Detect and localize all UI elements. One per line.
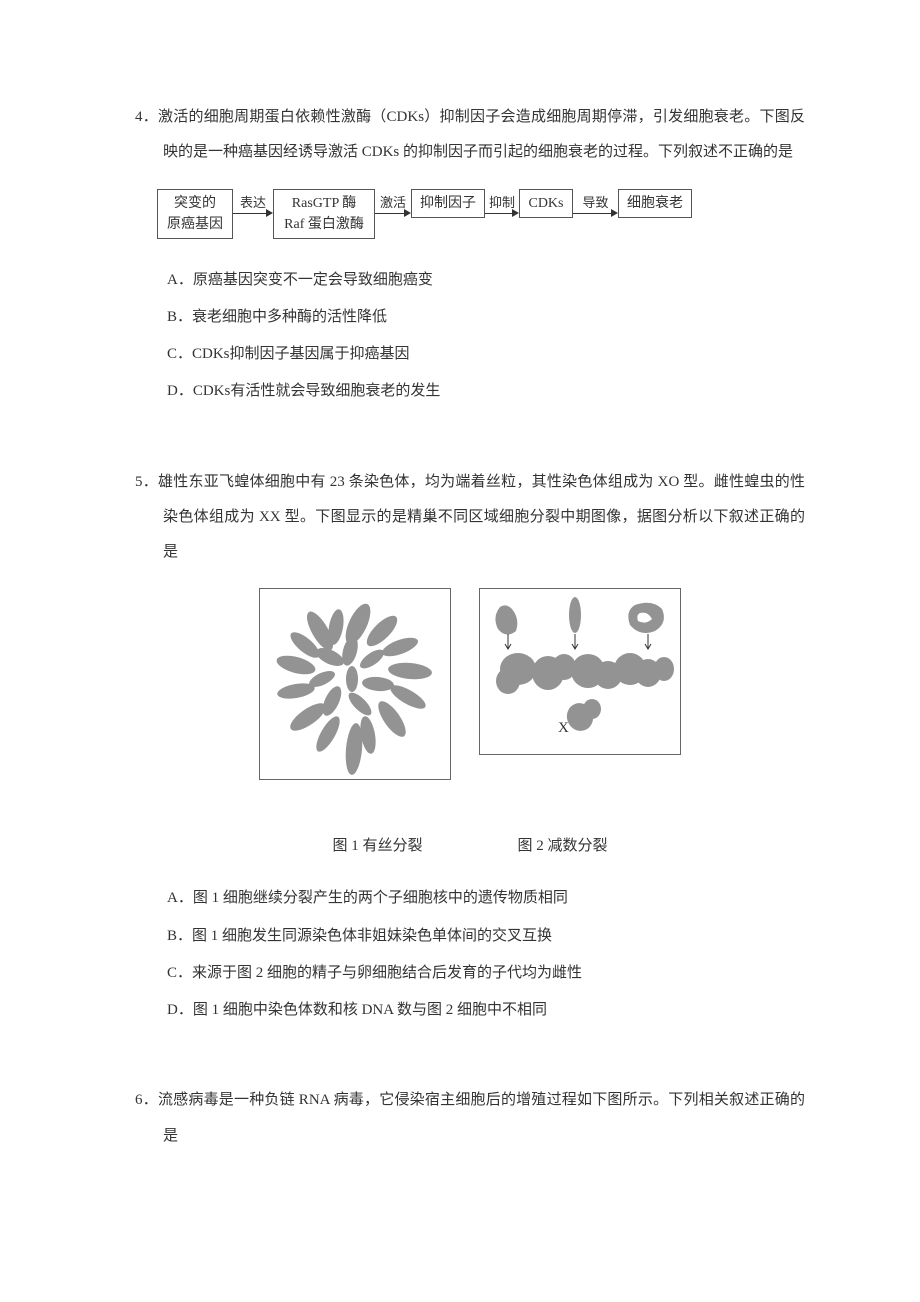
question-4: 4．激活的细胞周期蛋白依赖性激酶（CDKs）抑制因子会造成细胞周期停滞，引发细胞… [135, 100, 805, 410]
flow-node-inhibitor: 抑制因子 [411, 189, 485, 218]
page-content: 4．激活的细胞周期蛋白依赖性激酶（CDKs）抑制因子会造成细胞周期停滞，引发细胞… [0, 0, 920, 1232]
flow-arrow-express: 表达 [233, 189, 273, 218]
flow-node-senescence: 细胞衰老 [618, 189, 692, 218]
flow-arrow-cause: 导致 [573, 189, 618, 218]
q5-figures: X [135, 588, 805, 780]
fig2-caption: 图 2 减数分裂 [518, 834, 608, 855]
q5-captions: 图 1 有丝分裂 图 2 减数分裂 [135, 834, 805, 855]
flow-node3: 抑制因子 [420, 196, 476, 211]
flow-node1-l2: 原癌基因 [167, 217, 223, 232]
arrow4-line [573, 209, 618, 218]
chromosome-svg-2: X [480, 589, 680, 754]
q4-option-d: D．CDKs有活性就会导致细胞衰老的发生 [167, 374, 805, 409]
q6-number: 6． [135, 1092, 158, 1108]
flow-node2-l1: RasGTP 酶 [292, 196, 356, 211]
flow-node2-l2: Raf 蛋白激酶 [284, 217, 364, 232]
fig1-caption: 图 1 有丝分裂 [332, 834, 422, 855]
q4-options: A．原癌基因突变不一定会导致细胞癌变 B．衰老细胞中多种酶的活性降低 C．CDK… [135, 263, 805, 410]
q4-number: 4． [135, 109, 158, 125]
q5-option-a: A．图 1 细胞继续分裂产生的两个子细胞核中的遗传物质相同 [167, 881, 805, 916]
q4-option-a: A．原癌基因突变不一定会导致细胞癌变 [167, 263, 805, 298]
arrow1-line [233, 209, 273, 218]
q5-intro: 5．雄性东亚飞蝗体细胞中有 23 条染色体，均为端着丝粒，其性染色体组成为 XO… [135, 465, 805, 571]
flow-arrow-inhibit: 抑制 [485, 189, 519, 218]
x-chromosome-label: X [558, 720, 569, 736]
q6-intro-text: 流感病毒是一种负链 RNA 病毒，它侵染宿主细胞后的增殖过程如下图所示。下列相关… [158, 1092, 805, 1143]
q4-intro: 4．激活的细胞周期蛋白依赖性激酶（CDKs）抑制因子会造成细胞周期停滞，引发细胞… [135, 100, 805, 171]
flow-node-enzyme: RasGTP 酶 Raf 蛋白激酶 [273, 189, 375, 239]
q5-intro-text: 雄性东亚飞蝗体细胞中有 23 条染色体，均为端着丝粒，其性染色体组成为 XO 型… [158, 474, 805, 561]
q4-option-c: C．CDKs抑制因子基因属于抑癌基因 [167, 337, 805, 372]
arrow3-line [485, 209, 519, 218]
q4-flowchart: 突变的 原癌基因 表达 RasGTP 酶 Raf 蛋白激酶 激活 抑制因子 抑制 [157, 189, 805, 239]
question-5: 5．雄性东亚飞蝗体细胞中有 23 条染色体，均为端着丝粒，其性染色体组成为 XO… [135, 465, 805, 1029]
flow-node-oncogene: 突变的 原癌基因 [157, 189, 233, 239]
arrow2-line [375, 209, 411, 218]
flow-node4: CDKs [528, 196, 563, 211]
q5-number: 5． [135, 474, 158, 490]
q5-option-c: C．来源于图 2 细胞的精子与卵细胞结合后发育的子代均为雌性 [167, 956, 805, 991]
q5-option-d: D．图 1 细胞中染色体数和核 DNA 数与图 2 细胞中不相同 [167, 993, 805, 1028]
question-6: 6．流感病毒是一种负链 RNA 病毒，它侵染宿主细胞后的增殖过程如下图所示。下列… [135, 1083, 805, 1154]
q5-options: A．图 1 细胞继续分裂产生的两个子细胞核中的遗传物质相同 B．图 1 细胞发生… [135, 881, 805, 1028]
figure-1-mitosis [259, 588, 451, 780]
chromosome-svg-1 [260, 589, 450, 779]
q5-option-b: B．图 1 细胞发生同源染色体非姐妹染色单体间的交叉互换 [167, 919, 805, 954]
flow-node1-l1: 突变的 [174, 196, 216, 211]
q4-intro-text: 激活的细胞周期蛋白依赖性激酶（CDKs）抑制因子会造成细胞周期停滞，引发细胞衰老… [158, 109, 805, 160]
q6-intro: 6．流感病毒是一种负链 RNA 病毒，它侵染宿主细胞后的增殖过程如下图所示。下列… [135, 1083, 805, 1154]
flow-node-cdks: CDKs [519, 189, 573, 218]
figure-2-meiosis: X [479, 588, 681, 755]
flow-arrow-activate: 激活 [375, 189, 411, 218]
flow-node5: 细胞衰老 [627, 196, 683, 211]
q4-option-b: B．衰老细胞中多种酶的活性降低 [167, 300, 805, 335]
